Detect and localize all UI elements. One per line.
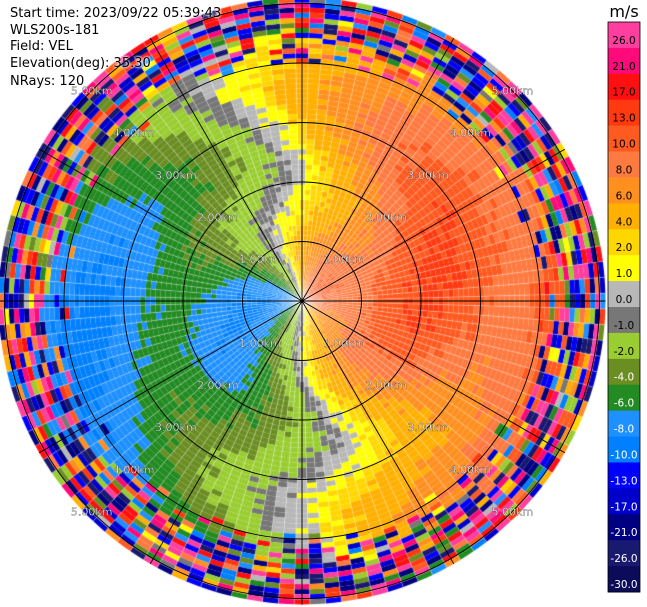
range-ring-label: 4.00km	[113, 127, 155, 140]
colorbar-tick-label: 17.0	[612, 87, 635, 99]
start-time-label: Start time: 2023/09/22 05:39:43	[10, 6, 222, 21]
colorbar-tick-label: 21.0	[612, 61, 635, 73]
colorbar-swatch	[608, 47, 640, 75]
range-ring-label: 2.00km	[197, 379, 239, 392]
colorbar-tick-label: 13.0	[612, 113, 635, 125]
colorbar-tick-label: -8.0	[614, 424, 635, 436]
colorbar-swatch	[608, 410, 640, 438]
range-ring-label: 5.00km	[492, 85, 534, 98]
range-ring-label: 3.00km	[155, 421, 197, 434]
colorbar-swatch	[608, 281, 640, 308]
colorbar-tick-label: 2.0	[616, 242, 633, 254]
colorbar-tick-label: -26.0	[610, 553, 637, 565]
info-panel: Start time: 2023/09/22 05:39:43 WLS200s-…	[10, 6, 221, 91]
colorbar-swatch	[608, 462, 640, 489]
colorbar-tick-label: -4.0	[614, 372, 635, 384]
range-ring-label: 2.00km	[365, 379, 407, 392]
colorbar-swatch	[608, 488, 640, 515]
range-ring-label: 1.00km	[239, 337, 281, 350]
colorbar-swatch	[608, 229, 640, 256]
colorbar-tick-label: 4.0	[616, 216, 633, 228]
colorbar-tick-label: 26.0	[612, 35, 635, 47]
range-ring-label: 3.00km	[155, 169, 197, 182]
spoke-line	[301, 300, 455, 565]
elevation-label: Elevation(deg): 35.30	[10, 55, 151, 71]
range-ring-label: 3.00km	[407, 421, 449, 434]
spoke-line	[301, 37, 455, 302]
colorbar-tick-label: -21.0	[610, 527, 637, 539]
range-ring-label: 2.00km	[197, 211, 239, 224]
colorbar-swatch	[608, 514, 640, 541]
range-ring-label: 4.00km	[450, 463, 492, 476]
colorbar-swatch	[608, 540, 640, 567]
colorbar-swatch	[608, 566, 640, 593]
spoke-line	[301, 148, 566, 302]
range-ring-label: 4.00km	[450, 127, 492, 140]
colorbar-swatch	[608, 177, 640, 204]
colorbar-swatch	[608, 332, 640, 360]
colorbar-swatch	[608, 99, 640, 127]
colorbar-tick-label: 8.0	[616, 164, 633, 176]
range-ring-label: 1.00km	[323, 337, 365, 350]
field-label: Field: VEL	[10, 39, 73, 54]
colorbar-swatch	[608, 307, 640, 334]
colorbar-tick-label: 6.0	[616, 190, 633, 202]
colorbar-tick-label: 1.0	[616, 268, 633, 280]
range-ring-label: 3.00km	[407, 169, 449, 182]
colorbar-tick-label: -6.0	[614, 398, 635, 410]
colorbar-swatch	[608, 436, 640, 463]
colorbar-swatch	[608, 125, 640, 153]
nrays-label: NRays: 120	[10, 74, 85, 89]
colorbar-swatch	[608, 22, 640, 49]
range-ring-label: 1.00km	[239, 253, 281, 266]
spoke-line	[38, 300, 303, 454]
colorbar-tick-label: -30.0	[610, 579, 637, 591]
spoke-line	[38, 148, 303, 302]
colorbar-tick-label: -13.0	[610, 475, 637, 487]
range-ring-label: 2.00km	[365, 211, 407, 224]
colorbar-swatch	[608, 73, 640, 101]
colorbar-tick-label: -17.0	[610, 501, 637, 513]
instrument-label: WLS200s-181	[10, 22, 100, 38]
spoke-line	[149, 37, 303, 302]
colorbar-tick-label: 10.0	[612, 139, 635, 151]
colorbar-tick-label: 0.0	[616, 294, 633, 306]
colorbar-tick-label: -1.0	[614, 320, 635, 332]
colorbar-unit: m/s	[609, 2, 638, 21]
spoke-line	[301, 300, 566, 454]
range-ring-label: 1.00km	[323, 253, 365, 266]
range-ring-label: 5.00km	[71, 85, 113, 98]
range-ring-label: 4.00km	[113, 463, 155, 476]
spoke-line	[149, 300, 303, 565]
range-ring-label: 5.00km	[492, 505, 534, 518]
range-ring-label: 5.00km	[71, 505, 113, 518]
colorbar-swatch	[608, 255, 640, 282]
colorbar-tick-label: -10.0	[610, 449, 637, 461]
colorbar-swatch	[608, 203, 640, 230]
colorbar-frame	[607, 21, 641, 593]
colorbar-swatch	[608, 384, 640, 412]
colorbar-tick-label: -2.0	[614, 346, 635, 358]
colorbar-swatch	[608, 151, 640, 178]
colorbar-swatch	[608, 358, 640, 386]
